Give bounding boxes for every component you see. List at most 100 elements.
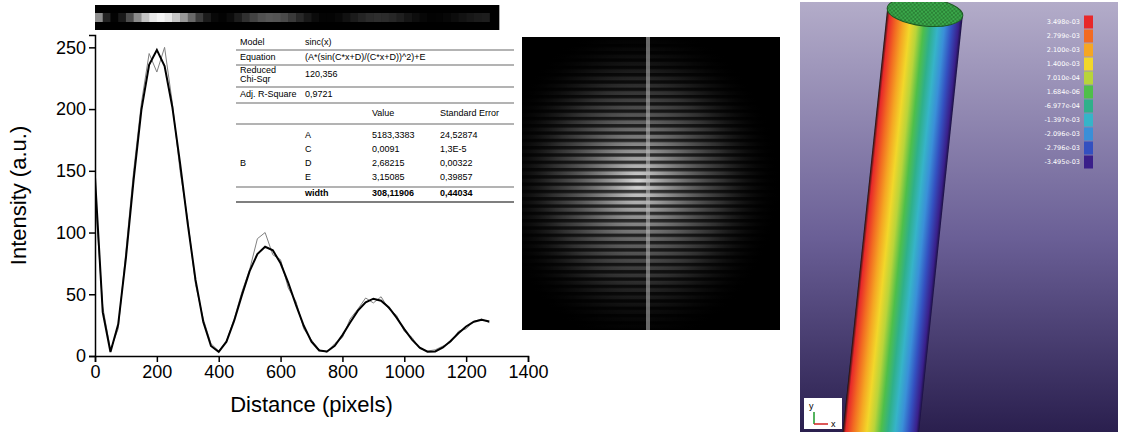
x-tick-label: 1200 <box>447 362 487 382</box>
x-axis: 0200400600800100012001400 <box>90 356 548 382</box>
table-row-label: Model <box>240 37 265 47</box>
param-name: width <box>304 188 329 198</box>
strip-cell <box>397 13 405 22</box>
triad-ground <box>804 398 842 429</box>
table-head: Standard Error <box>440 108 499 118</box>
table-rule <box>236 50 514 51</box>
param-name: D <box>305 158 312 168</box>
y-tick-mark <box>89 47 95 49</box>
strip-cell <box>172 13 180 22</box>
color-bar-cell <box>1084 43 1093 56</box>
x-tick-label: 1000 <box>385 362 425 382</box>
param-error: 24,52874 <box>440 130 478 140</box>
strip-cell <box>103 13 111 22</box>
color-bar-cell <box>1084 156 1093 169</box>
render-ground <box>800 2 1118 432</box>
y-tick-label: 0 <box>76 346 86 366</box>
strip-cell <box>327 13 335 22</box>
color-bar-cell <box>1084 142 1093 155</box>
y-tick: 0 <box>76 346 95 366</box>
strip-cell <box>350 13 358 22</box>
x-tick-label: 0 <box>90 362 100 382</box>
color-bar-label: 3.498e-03 <box>1047 18 1080 26</box>
color-bar-cell <box>1084 58 1093 71</box>
param-value: 5183,3383 <box>372 130 415 140</box>
strip-cell <box>219 13 227 22</box>
render-panel <box>800 2 1118 432</box>
x-tick: 0 <box>90 356 100 382</box>
x-tick: 400 <box>204 356 234 382</box>
y-tick-mark <box>89 294 95 296</box>
table-row-label: Adj. R-Square <box>240 89 297 99</box>
color-bar-label: 2.100e-03 <box>1047 46 1080 54</box>
x-tick-label: 200 <box>142 362 172 382</box>
strip-cell <box>420 13 428 22</box>
table-rule <box>236 201 514 202</box>
strip-cell <box>288 13 296 22</box>
color-bar-label: 2.799e-03 <box>1047 32 1080 40</box>
strip-cell <box>234 13 242 22</box>
strip-cell <box>211 13 219 22</box>
color-bar-label: -2.096e-03 <box>1044 130 1080 138</box>
strip-cell <box>157 13 165 22</box>
color-bar-label: -3.495e-03 <box>1044 158 1080 166</box>
y-axis-title: Intensity (a.u.) <box>6 126 31 265</box>
param-value: 0,0091 <box>372 144 400 154</box>
table-rule <box>236 187 514 188</box>
strip-cell <box>203 13 211 22</box>
figure: 0200400600800100012001400050100150200250… <box>0 0 1126 434</box>
table-label-line: Chi-Sqr <box>240 74 271 84</box>
triad-y-arrow <box>813 412 815 424</box>
cylinder <box>837 2 964 432</box>
color-bar: 3.498e-03 2.799e-03 2.100e-03 1.400e-03 7.01… <box>1044 16 1093 169</box>
y-tick-mark <box>89 109 95 111</box>
color-bar-cell <box>1084 85 1093 98</box>
strip-cell <box>281 13 289 22</box>
strip-cell <box>458 13 466 22</box>
fringe-image <box>522 37 780 330</box>
table-head: Value <box>372 108 394 118</box>
strip-cell <box>474 13 482 22</box>
axis-triad: yx <box>804 398 842 429</box>
y-tick-label: 250 <box>56 38 86 58</box>
table-ground <box>234 33 516 209</box>
strip-cell <box>312 13 320 22</box>
param-value: 2,68215 <box>372 158 405 168</box>
color-bar-label: 1.400e-03 <box>1047 60 1080 68</box>
cylinder-body <box>837 8 963 432</box>
table-row-label: ReducedChi-Sqr <box>240 65 276 84</box>
strip-cell <box>110 13 118 22</box>
strip-cell <box>257 13 265 22</box>
strip-cell <box>196 13 204 22</box>
param-error: 0,00322 <box>440 158 473 168</box>
table-row-value: 120,356 <box>305 69 338 79</box>
y-tick: 100 <box>56 223 95 243</box>
x-tick: 1200 <box>447 356 487 382</box>
param-error: 1,3E-5 <box>440 144 467 154</box>
color-bar-label: 7.010e-04 <box>1047 74 1080 82</box>
y-tick: 250 <box>56 38 95 58</box>
table-row-label: Equation <box>240 52 276 62</box>
strip-cell <box>180 13 188 22</box>
x-tick: 200 <box>142 356 172 382</box>
color-bar-label: 1.684e-06 <box>1047 88 1080 96</box>
y-tick-mark <box>89 171 95 173</box>
y-tick-label: 200 <box>56 99 86 119</box>
y-axis-line <box>89 36 96 357</box>
x-tick: 1400 <box>508 356 548 382</box>
strip-cell <box>226 13 234 22</box>
strip-cell <box>389 13 397 22</box>
triad-x-arrow <box>814 423 828 425</box>
strip-cell <box>165 13 173 22</box>
table-rule <box>236 124 514 125</box>
strip-cell <box>404 13 412 22</box>
x-tick-label: 400 <box>204 362 234 382</box>
x-tick-label: 600 <box>266 362 296 382</box>
strip-cell <box>358 13 366 22</box>
strip-cell <box>250 13 258 22</box>
color-bar-cell <box>1084 127 1093 140</box>
color-bar-label: -6.977e-04 <box>1044 102 1080 110</box>
strip-cell <box>118 13 126 22</box>
triad-label: x <box>831 419 836 429</box>
strip-cell <box>296 13 304 22</box>
